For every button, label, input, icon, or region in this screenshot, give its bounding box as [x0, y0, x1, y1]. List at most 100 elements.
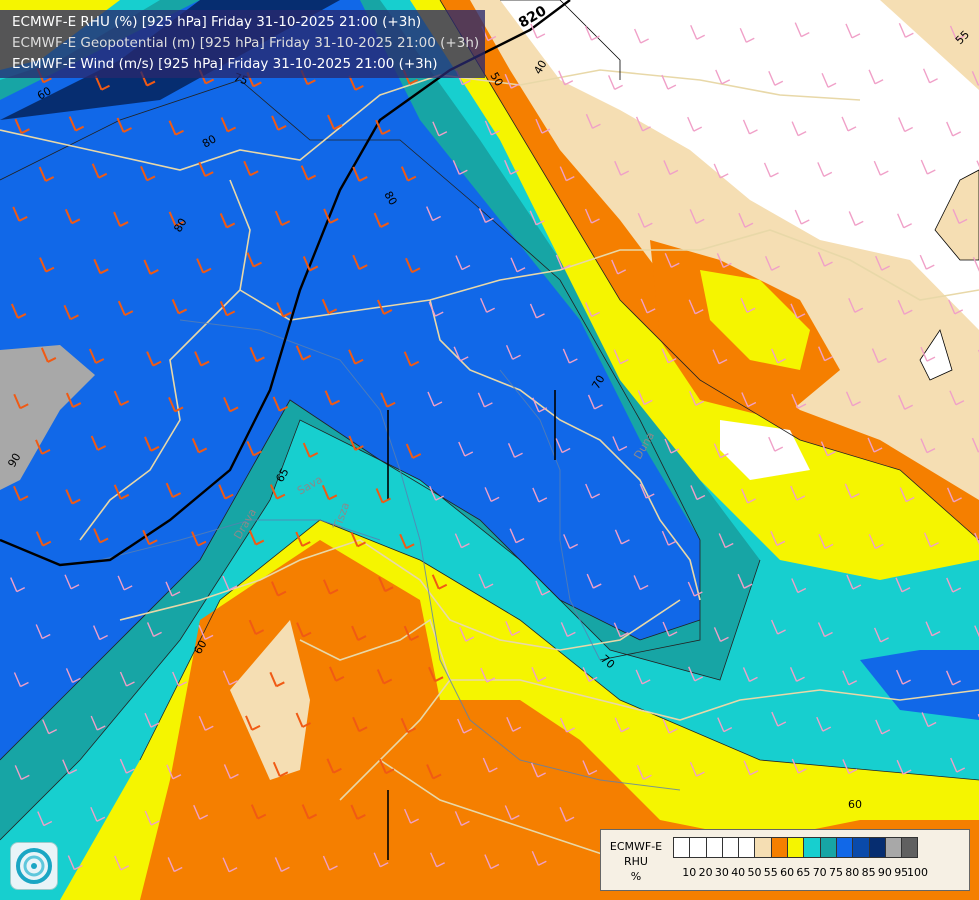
wind-barb	[535, 580, 551, 596]
wind-barb	[223, 397, 239, 413]
wind-barb	[688, 666, 704, 682]
wind-barb	[770, 619, 786, 635]
wind-barb	[971, 437, 979, 453]
wind-barb	[302, 256, 319, 272]
legend-swatch	[738, 837, 756, 858]
legend-swatch	[787, 837, 805, 858]
wind-barb	[716, 253, 732, 268]
wind-barb	[67, 855, 83, 871]
wind-barb	[842, 759, 858, 775]
wind-barb	[974, 625, 979, 638]
wind-barb	[741, 392, 757, 408]
wind-barb	[13, 672, 29, 688]
wind-barb	[509, 528, 525, 544]
wind-barb	[400, 717, 417, 734]
legend-tick-label: 95	[894, 866, 909, 879]
legend-tick-label: 40	[731, 866, 746, 879]
wind-barb	[376, 669, 393, 685]
wind-barb	[452, 160, 468, 175]
wind-barb	[899, 487, 915, 503]
wind-barb	[532, 397, 548, 413]
wind-barb	[895, 669, 911, 685]
legend-swatch	[673, 837, 691, 858]
wind-barb	[715, 69, 731, 85]
wind-barb	[117, 575, 133, 591]
legend-tick-label: 30	[714, 866, 729, 879]
wind-barb	[868, 534, 884, 549]
wind-barb	[378, 576, 394, 593]
wind-barb	[478, 573, 494, 589]
wind-barb	[614, 717, 630, 733]
wind-barb	[873, 627, 889, 643]
wind-barb	[457, 718, 473, 734]
wind-barb	[88, 348, 105, 364]
wind-barb	[375, 488, 391, 504]
wind-barb	[93, 528, 109, 544]
wind-barb	[790, 303, 806, 319]
wind-barb	[688, 299, 704, 315]
wind-barb	[612, 436, 628, 452]
wind-barb	[375, 119, 391, 136]
wind-barb	[119, 758, 135, 774]
wind-barb	[586, 573, 602, 589]
wind-barb	[269, 671, 285, 688]
wind-barb	[168, 211, 185, 227]
wind-barb	[898, 22, 914, 38]
wind-barb	[531, 850, 547, 866]
wind-barb	[272, 761, 289, 778]
wind-barb	[198, 161, 214, 178]
wind-barb	[530, 23, 546, 39]
wind-barb	[845, 23, 861, 39]
wind-barb	[327, 114, 343, 130]
wind-barb	[113, 211, 129, 227]
wind-barb	[37, 811, 53, 827]
wind-barb	[532, 487, 548, 503]
wind-barb	[91, 163, 108, 179]
wind-barb	[248, 530, 265, 546]
wind-barb	[661, 74, 677, 90]
legend-tick-label: 60	[780, 866, 795, 879]
wind-barb	[324, 390, 340, 406]
wind-barb	[664, 252, 680, 268]
wind-barb	[405, 443, 422, 459]
legend-swatch	[852, 837, 870, 858]
legend-swatch	[770, 837, 789, 858]
wind-barb	[194, 351, 210, 367]
wind-barb	[222, 857, 238, 873]
wind-barb	[63, 304, 79, 321]
wind-barb	[898, 395, 914, 410]
legend-title-line: ECMWF-E	[609, 840, 663, 853]
wind-barb	[329, 666, 345, 682]
wind-barb	[350, 532, 366, 548]
wind-barb	[529, 303, 545, 319]
wind-barb	[613, 622, 629, 638]
wind-barb	[871, 348, 887, 364]
wind-barb	[172, 671, 187, 687]
wind-barb	[664, 438, 680, 454]
wind-barb	[400, 166, 417, 182]
wind-barb	[972, 256, 979, 272]
wind-barb	[350, 804, 366, 820]
wind-barb	[587, 394, 603, 410]
wind-barb	[895, 577, 911, 593]
legend-tick-label: 65	[796, 866, 811, 879]
wind-barb	[770, 531, 786, 546]
legend-tick-label: 85	[861, 866, 876, 879]
wind-barb	[352, 254, 368, 271]
wind-barb	[637, 212, 653, 228]
wind-barb	[920, 346, 936, 362]
wind-barb	[690, 485, 706, 501]
legend-title-line: %	[630, 870, 642, 883]
wind-barb	[875, 255, 890, 271]
wind-barb	[818, 346, 833, 362]
wind-barb	[531, 667, 547, 682]
wind-barb	[505, 344, 521, 360]
wind-barb	[223, 764, 239, 780]
wind-barb	[635, 669, 651, 685]
wind-barb	[198, 625, 214, 640]
wind-barb	[477, 392, 493, 408]
wind-barb	[193, 804, 209, 820]
wind-barb	[971, 71, 979, 86]
wind-barb	[663, 160, 679, 176]
